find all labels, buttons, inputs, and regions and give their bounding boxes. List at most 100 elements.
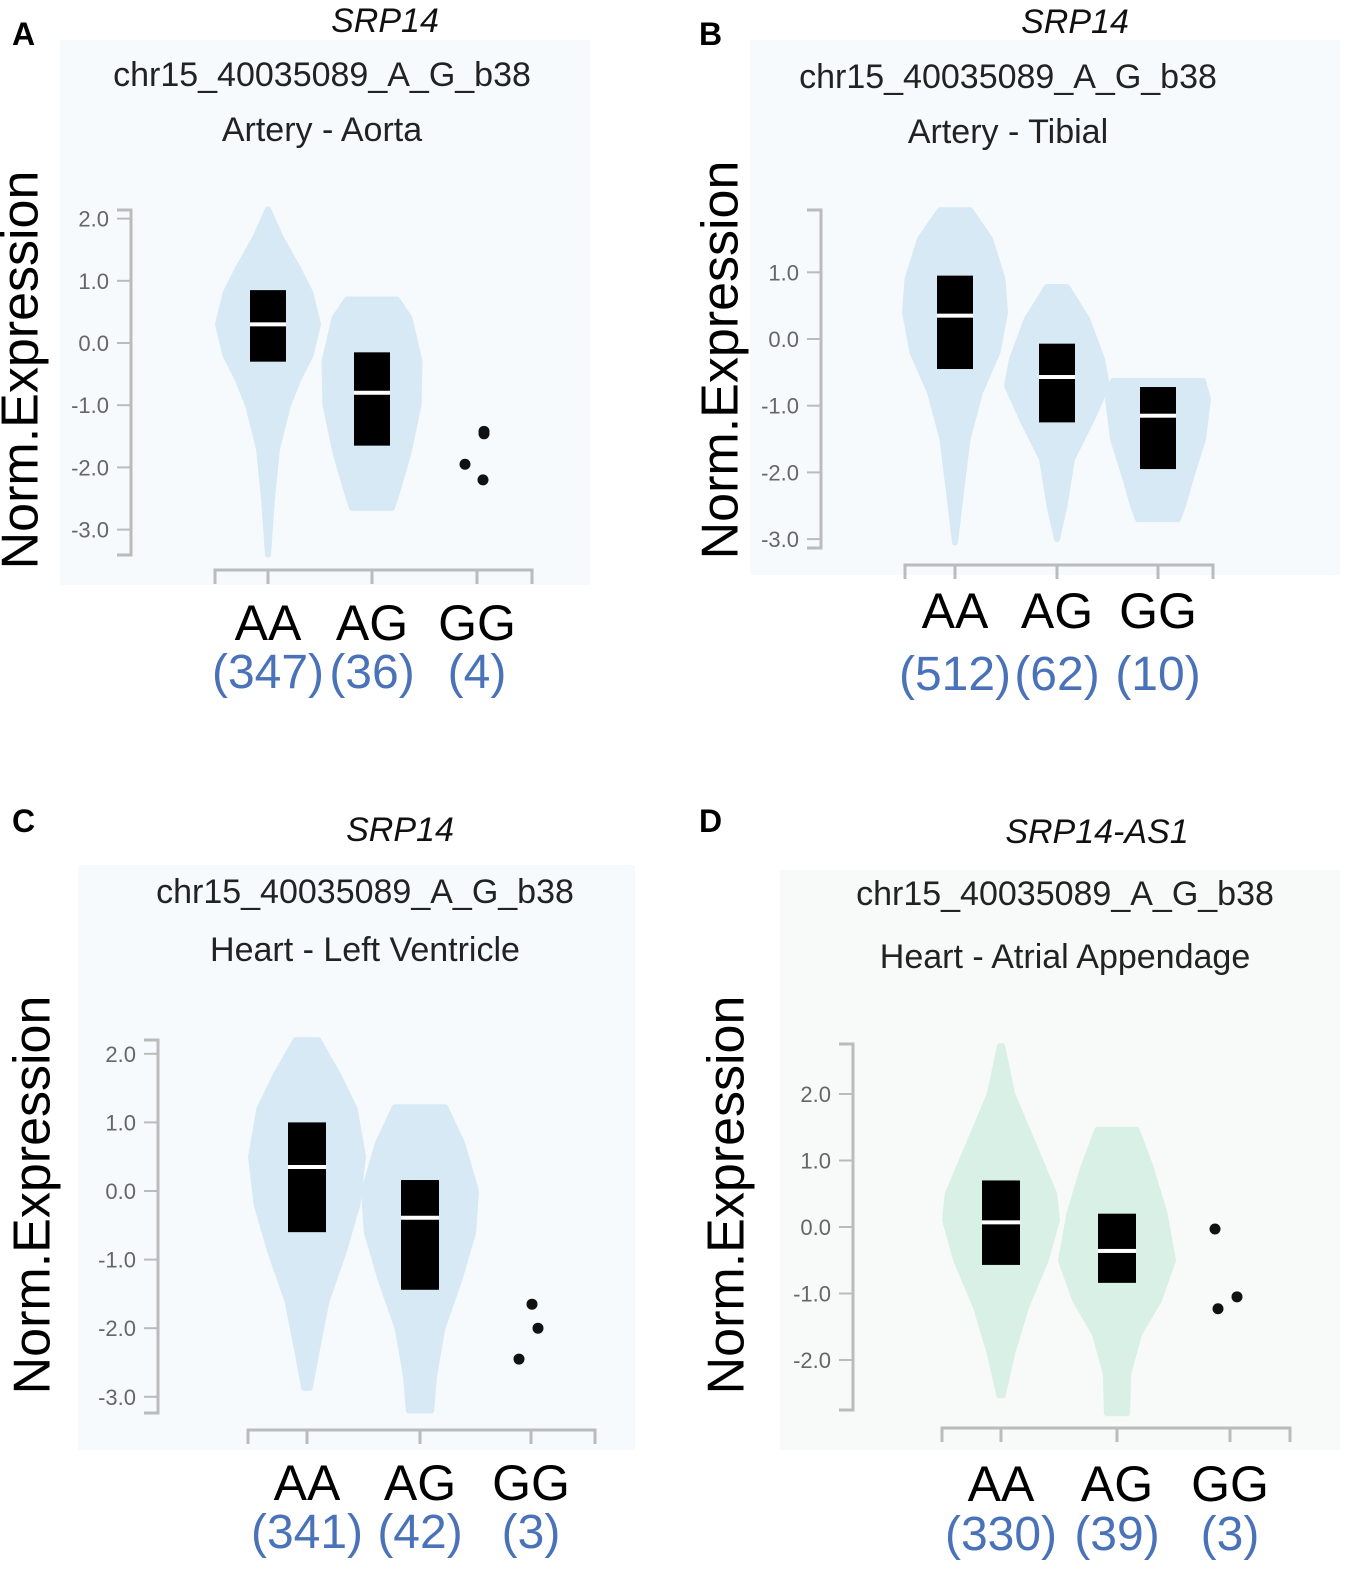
panel-d: D SRP14-AS1 chr15_40035089_A_G_b38 Heart - … xyxy=(698,803,1340,1561)
box-iqr-ag xyxy=(1039,343,1075,423)
genotype-label: AA xyxy=(968,1456,1035,1512)
y-tick-label: 1.0 xyxy=(105,1110,136,1135)
data-point xyxy=(532,1322,544,1334)
genotype-label: AG xyxy=(384,1455,456,1511)
data-point xyxy=(478,428,490,440)
gene-title: SRP14-AS1 xyxy=(1005,813,1188,851)
median-line-gg xyxy=(1140,413,1176,418)
tissue-title: Artery - Tibial xyxy=(908,113,1108,151)
y-axis-line xyxy=(807,208,823,550)
median-line-aa xyxy=(937,313,973,318)
panel-c: C SRP14 chr15_40035089_A_G_b38 Heart - Left… xyxy=(4,803,635,1559)
y-axis-label: Norm.Expression xyxy=(692,161,750,560)
genotype-label: AA xyxy=(922,583,989,639)
panel-b: B SRP14 chr15_40035089_A_G_b38 Artery - Tib… xyxy=(692,3,1340,701)
y-tick-label: -3.0 xyxy=(98,1385,136,1410)
y-tick-label: 2.0 xyxy=(105,1042,136,1067)
sample-count: (512) xyxy=(899,648,1011,701)
sample-count: (347) xyxy=(212,646,324,699)
variant-title: chr15_40035089_A_G_b38 xyxy=(156,873,574,911)
median-line-aa xyxy=(250,322,286,327)
panel-letter: B xyxy=(699,16,722,52)
plot-background xyxy=(780,870,1340,1450)
y-axis-label: Norm.Expression xyxy=(0,171,50,570)
y-tick-label: -2.0 xyxy=(761,460,799,485)
median-line-aa xyxy=(288,1164,326,1169)
data-point xyxy=(1209,1223,1221,1235)
sample-count: (42) xyxy=(377,1506,462,1559)
y-tick-label: -3.0 xyxy=(761,527,799,552)
y-axis-line xyxy=(117,208,133,557)
box-iqr-ag xyxy=(401,1180,439,1290)
y-axis-label: Norm.Expression xyxy=(698,996,756,1395)
genotype-label: AG xyxy=(1021,583,1093,639)
median-line-ag xyxy=(1039,375,1075,380)
genotype-label: GG xyxy=(1119,583,1197,639)
tissue-title: Heart - Atrial Appendage xyxy=(880,938,1250,976)
y-tick-label: 1.0 xyxy=(800,1149,831,1174)
y-tick-label: 0.0 xyxy=(768,327,799,352)
violin-aa xyxy=(215,206,321,558)
panel-letter: D xyxy=(699,803,722,839)
genotype-label: AA xyxy=(274,1455,341,1511)
y-tick-label: 1.0 xyxy=(768,260,799,285)
sample-count: (3) xyxy=(502,1506,561,1559)
y-tick-label: 2.0 xyxy=(78,207,109,232)
panel-letter: C xyxy=(12,803,35,839)
y-tick-label: -3.0 xyxy=(71,518,109,543)
box-iqr-aa xyxy=(288,1122,326,1233)
box-iqr-aa xyxy=(937,275,973,370)
box-iqr-ag xyxy=(1098,1213,1136,1283)
y-tick-label: -1.0 xyxy=(793,1282,831,1307)
gene-title: SRP14 xyxy=(1021,3,1129,41)
tissue-title: Heart - Left Ventricle xyxy=(210,931,520,969)
variant-title: chr15_40035089_A_G_b38 xyxy=(113,56,531,94)
median-line-ag xyxy=(1098,1248,1136,1253)
panel-letter: A xyxy=(12,16,35,52)
median-line-aa xyxy=(982,1220,1020,1225)
data-point xyxy=(1231,1291,1243,1303)
sample-count: (39) xyxy=(1074,1508,1159,1561)
box-iqr-gg xyxy=(1140,387,1176,470)
genotype-label: AA xyxy=(235,595,302,651)
tissue-title: Artery - Aorta xyxy=(222,111,422,149)
variant-title: chr15_40035089_A_G_b38 xyxy=(799,58,1217,96)
genotype-label: AG xyxy=(336,595,408,651)
sample-count: (330) xyxy=(945,1508,1057,1561)
data-point xyxy=(1212,1303,1224,1315)
y-tick-label: -2.0 xyxy=(71,455,109,480)
data-point xyxy=(477,474,489,486)
sample-count: (36) xyxy=(329,646,414,699)
y-tick-label: -1.0 xyxy=(98,1248,136,1273)
y-tick-label: 1.0 xyxy=(78,269,109,294)
sample-count: (10) xyxy=(1115,648,1200,701)
median-line-ag xyxy=(401,1215,439,1220)
violin-aa xyxy=(902,207,1008,546)
sample-count: (3) xyxy=(1201,1508,1260,1561)
data-point xyxy=(513,1353,525,1365)
sample-count: (4) xyxy=(448,646,507,699)
y-tick-label: 0.0 xyxy=(78,331,109,356)
gene-title: SRP14 xyxy=(346,811,454,849)
y-axis-line xyxy=(144,1038,160,1415)
y-tick-label: -1.0 xyxy=(71,393,109,418)
sample-count: (341) xyxy=(251,1506,363,1559)
y-axis-label: Norm.Expression xyxy=(4,996,62,1395)
median-line-ag xyxy=(354,390,390,395)
y-tick-label: 0.0 xyxy=(800,1215,831,1240)
genotype-label: GG xyxy=(438,595,516,651)
variant-title: chr15_40035089_A_G_b38 xyxy=(856,875,1274,913)
genotype-label: AG xyxy=(1081,1456,1153,1512)
y-tick-label: -1.0 xyxy=(761,394,799,419)
data-point xyxy=(459,458,471,470)
plot-background xyxy=(60,40,590,585)
panel-a: A SRP14 chr15_40035089_A_G_b38 Artery - Aor… xyxy=(0,2,590,699)
y-tick-label: -2.0 xyxy=(793,1348,831,1373)
genotype-label: GG xyxy=(1191,1456,1269,1512)
y-tick-label: -2.0 xyxy=(98,1316,136,1341)
genotype-label: GG xyxy=(492,1455,570,1511)
sample-count: (62) xyxy=(1014,648,1099,701)
x-axis-line xyxy=(903,563,1215,579)
box-iqr-ag xyxy=(354,352,390,446)
